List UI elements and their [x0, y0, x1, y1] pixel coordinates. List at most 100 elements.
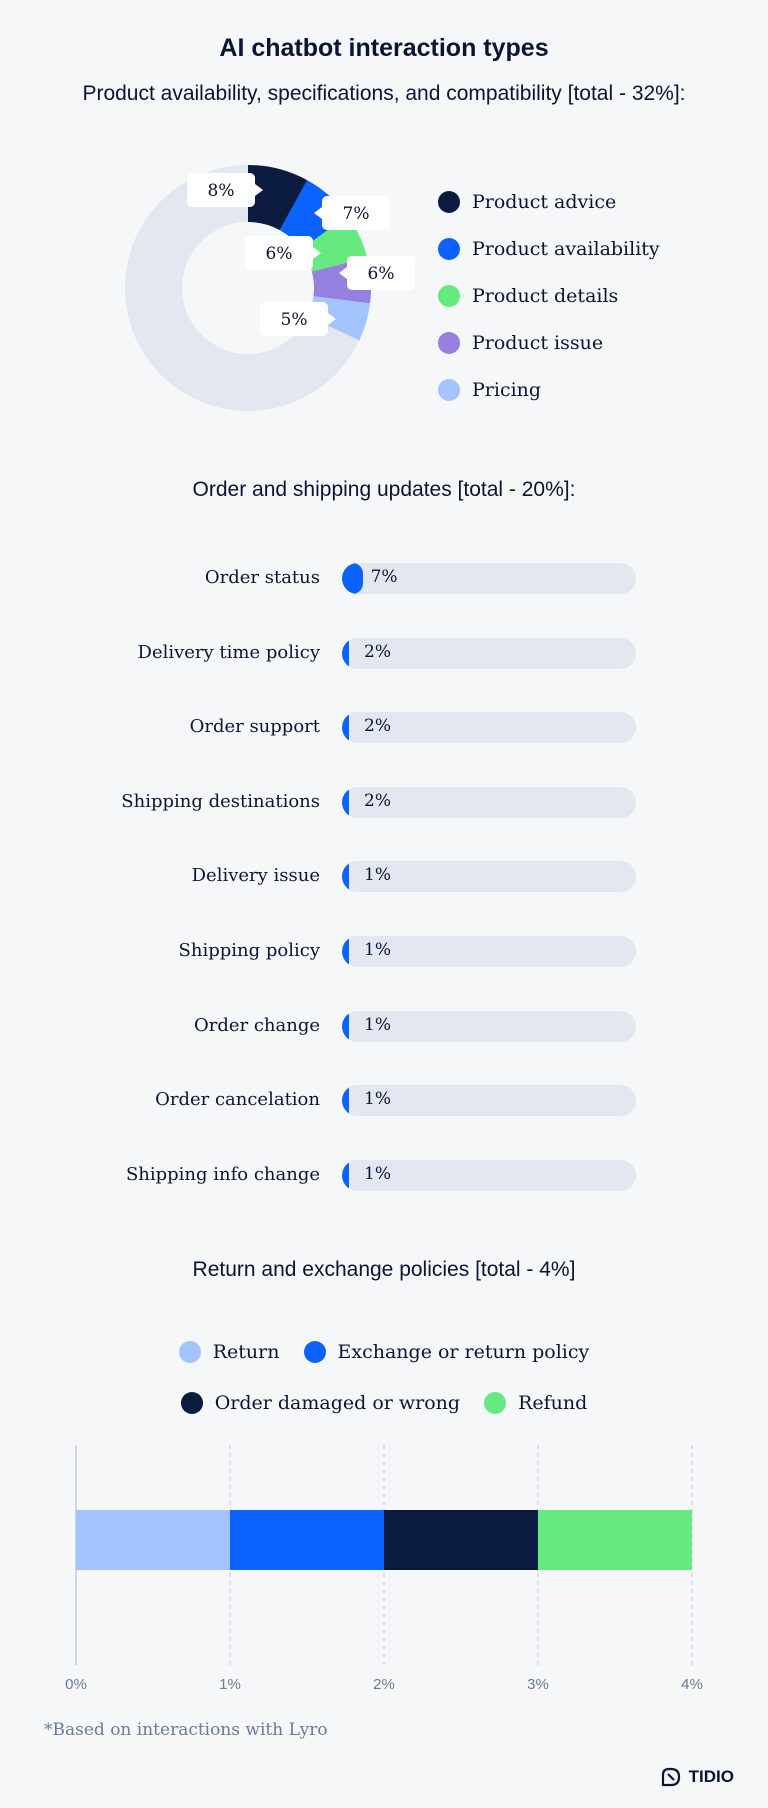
brand-name: TIDIO	[688, 1767, 734, 1786]
bar-value-label: 1%	[364, 1089, 391, 1110]
brand-logo: TIDIO	[659, 1765, 734, 1789]
legend-swatch	[484, 1392, 507, 1414]
bar-track	[342, 563, 636, 594]
donut-chart: 8% 7% 6% 6% 5%	[125, 165, 415, 411]
legend-label: Product issue	[472, 331, 604, 354]
donut-slice-product-advice	[248, 165, 308, 231]
legend-item-return: Return	[178, 1341, 280, 1363]
footnote: *Based on interactions with Lyro	[44, 1720, 328, 1740]
bar-row-order-change: Order change 1%	[0, 1010, 768, 1043]
x-tick-label: 4%	[681, 1676, 703, 1693]
bar-value-label: 2%	[364, 641, 391, 662]
bar-fill	[342, 1010, 349, 1042]
bar-value-label: 1%	[364, 865, 391, 886]
bar-category-label: Order support	[189, 716, 320, 738]
legend-item-product-details: Product details	[438, 272, 660, 319]
bar-fill	[342, 637, 349, 669]
x-tick-label: 2%	[373, 1676, 395, 1693]
bar-category-label: Order cancelation	[155, 1089, 320, 1111]
x-tick-label: 0%	[65, 1676, 87, 1693]
donut-label-product-issue: 6%	[339, 256, 415, 290]
bar-row-order-status: Order status 7%	[0, 563, 768, 595]
bar-value-label: 1%	[364, 940, 391, 960]
legend-label: Return	[212, 1341, 280, 1363]
bar-row-order-support: Order support 2%	[0, 712, 768, 744]
stacked-legend-row-1: Return Exchange or return policy	[0, 1341, 768, 1363]
bar-fill	[342, 936, 349, 967]
bar-value-label: 2%	[364, 790, 391, 811]
bar-track	[342, 1085, 636, 1117]
legend-item-order-damaged-or-wrong: Order damaged or wrong	[180, 1392, 460, 1414]
legend-swatch	[178, 1341, 201, 1363]
legend-item-refund: Refund	[484, 1392, 587, 1414]
legend-item-product-availability: Product availability	[438, 225, 660, 272]
bar-value-label: 7%	[370, 567, 398, 587]
legend-swatch	[438, 237, 460, 260]
donut-label-text: 6%	[368, 264, 395, 284]
legend-label: Product availability	[472, 237, 660, 260]
bar-track	[342, 1159, 636, 1191]
bar-fill	[342, 861, 349, 893]
bar-track	[342, 861, 636, 893]
legend-swatch	[180, 1392, 203, 1414]
bar-track	[342, 1010, 636, 1042]
legend-swatch	[438, 284, 460, 307]
x-tick-label: 3%	[527, 1676, 549, 1693]
legend-swatch	[438, 331, 460, 354]
legend-item-exchange-or-return-policy: Exchange or return policy	[303, 1341, 590, 1363]
bar-row-shipping-info-change: Shipping info change 1%	[0, 1159, 768, 1192]
bar-category-label: Shipping destinations	[121, 790, 320, 812]
legend-label: Pricing	[472, 378, 542, 401]
page-title: AI chatbot interaction types	[219, 34, 549, 62]
bar-category-label: Order status	[204, 567, 320, 588]
legend-item-product-issue: Product issue	[438, 319, 660, 366]
bar-track	[342, 936, 636, 967]
bar-value-label: 2%	[364, 716, 391, 737]
bar-row-order-cancelation: Order cancelation 1%	[0, 1085, 768, 1117]
donut-label-text: 7%	[343, 204, 370, 224]
donut-label-text: 5%	[281, 310, 308, 330]
bar-row-delivery-issue: Delivery issue 1%	[0, 861, 768, 893]
bar-track	[342, 712, 636, 744]
donut-label-text: 6%	[266, 244, 293, 264]
legend-label: Refund	[518, 1392, 588, 1414]
bar-value-label: 1%	[364, 1163, 391, 1184]
bar-fill	[342, 1159, 349, 1191]
tidio-logo-icon	[661, 1767, 680, 1787]
order-section-title: Order and shipping updates [total - 20%]…	[192, 478, 576, 501]
bar-fill	[342, 786, 349, 818]
return-section-title: Return and exchange policies [total - 4%…	[192, 1258, 576, 1281]
stacked-bar-chart: 0% 1% 2% 3% 4%	[65, 1445, 703, 1693]
bar-track	[342, 786, 636, 818]
stack-segment-exchange-or-return-policy	[230, 1510, 384, 1570]
donut-legend: Product advice Product availability Produc…	[438, 178, 660, 413]
donut-label-product-details: 6%	[245, 236, 321, 270]
legend-swatch	[438, 190, 460, 213]
bar-category-label: Order change	[193, 1014, 320, 1036]
stack-segment-order-damaged-or-wrong	[384, 1510, 538, 1570]
legend-label: Product advice	[472, 190, 617, 213]
bar-category-label: Shipping policy	[178, 940, 320, 961]
bar-category-label: Delivery time policy	[137, 641, 320, 663]
donut-label-product-availability: 7%	[314, 196, 390, 230]
bar-fill	[342, 712, 349, 744]
x-tick-label: 1%	[219, 1676, 241, 1693]
bar-track	[342, 637, 636, 669]
bar-row-shipping-destinations: Shipping destinations 2%	[0, 786, 768, 819]
legend-label: Exchange or return policy	[337, 1341, 590, 1363]
legend-item-product-advice: Product advice	[438, 178, 660, 225]
bar-fill	[342, 1085, 349, 1117]
donut-label-pricing: 5%	[260, 302, 336, 336]
bar-row-shipping-policy: Shipping policy 1%	[0, 936, 768, 968]
stacked-legend-row-2: Order damaged or wrong Refund	[0, 1392, 768, 1414]
legend-swatch	[303, 1341, 326, 1363]
stack-segment-refund	[538, 1510, 692, 1570]
donut-label-product-advice: 8%	[187, 173, 263, 207]
bar-fill	[342, 563, 363, 594]
bar-row-delivery-time-policy: Delivery time policy 2%	[0, 637, 768, 670]
bar-value-label: 1%	[364, 1014, 391, 1035]
product-section-title: Product availability, specifications, an…	[82, 82, 686, 105]
stack-segment-return	[76, 1510, 230, 1570]
bar-category-label: Delivery issue	[191, 865, 320, 887]
legend-label: Product details	[472, 284, 619, 307]
